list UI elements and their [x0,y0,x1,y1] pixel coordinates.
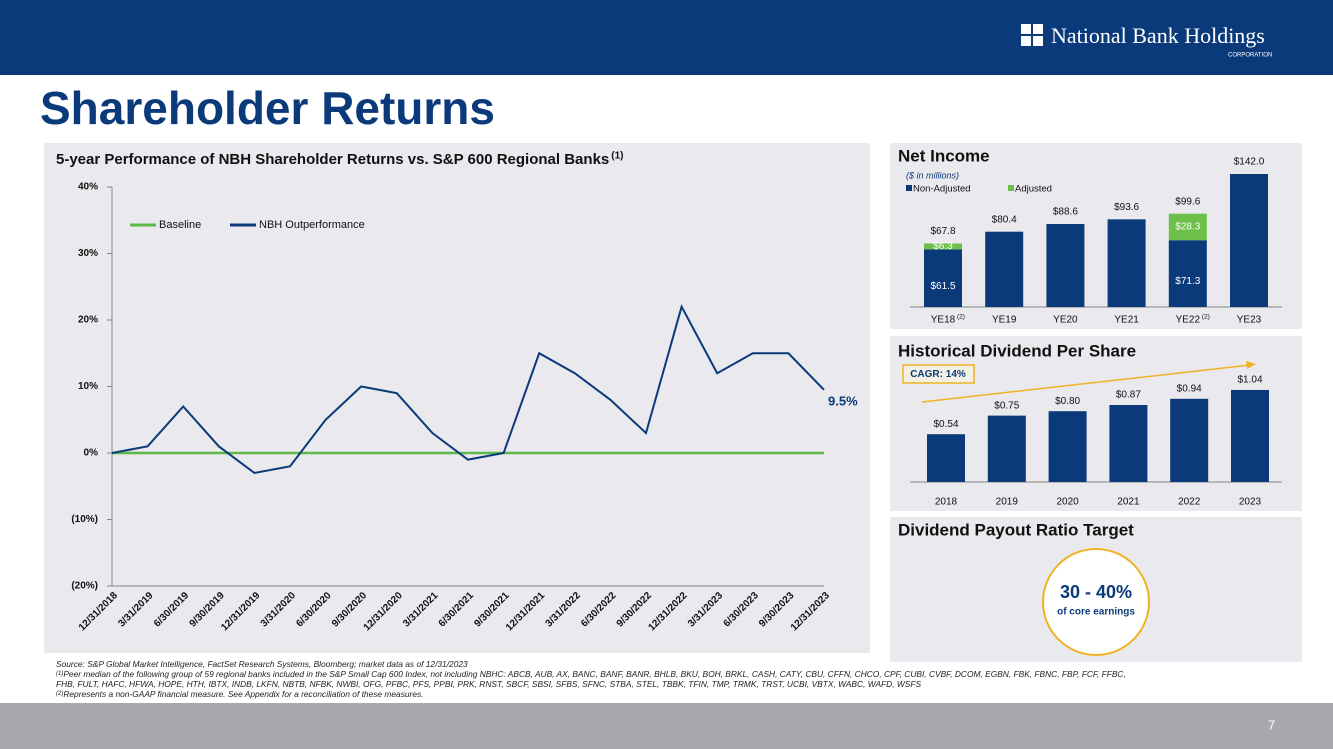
value-label: $0.87 [1116,390,1141,401]
x-tick-label: YE21 [1114,315,1139,326]
panel-title: Historical Dividend Per Share [898,341,1136,360]
x-tick-label: 2018 [935,497,958,508]
bar [987,415,1026,482]
legend-swatch [906,185,912,191]
value-label: $142.0 [1234,157,1265,168]
bar [927,434,965,482]
page-number: 7 [1268,717,1275,732]
bar [1231,389,1269,482]
x-tick-label: YE20 [1053,315,1078,326]
y-tick-label: (20%) [71,581,98,592]
bar-segment [985,231,1024,307]
legend-label: Baseline [159,219,201,231]
panel [44,143,870,653]
value-label: $6.3 [933,241,953,252]
bar-segment [1046,224,1085,307]
footnote: (1)Peer median of the following group of… [56,669,1146,689]
y-tick-label: (10%) [71,514,98,525]
bar [1109,405,1148,482]
series-line [111,304,825,475]
legend-label: Adjusted [1015,184,1052,195]
logo-icon [1021,24,1043,46]
slide-title: Shareholder Returns [40,82,495,134]
payout-caption: of core earnings [1057,607,1135,618]
category-note: (2) [957,314,965,321]
footnote-text: Source: S&P Global Market Intelligence, … [56,659,468,669]
x-tick-label: 2023 [1239,497,1262,508]
bar-segment [1107,219,1146,307]
x-tick-label: 2019 [996,497,1019,508]
bar-segment [924,243,962,250]
payout-circle [1042,548,1150,656]
value-label: $0.80 [1055,396,1080,407]
bar-segment [1168,213,1207,241]
legend-swatch [1008,185,1014,191]
value-label: $71.3 [1175,276,1200,287]
panel-title: Dividend Payout Ratio Target [898,520,1134,539]
y-tick-label: 10% [78,381,98,392]
value-label: $28.3 [1175,222,1200,233]
x-tick-label: 2021 [1117,497,1140,508]
legend-label: Non-Adjusted [913,184,971,195]
arrow-head [1246,361,1256,369]
payout-value: 30 - 40% [1060,582,1132,602]
y-tick-label: 40% [78,182,98,193]
end-label: 9.5% [828,393,858,408]
footnote-text: Represents a non-GAAP financial measure.… [63,689,424,699]
footnote: (2)Represents a non-GAAP financial measu… [56,689,1146,699]
chart-title: 5-year Performance of NBH Shareholder Re… [56,151,609,168]
bar [1048,411,1087,482]
bar [1170,398,1209,482]
title-note: (1) [611,151,623,162]
value-label: $0.54 [933,419,958,430]
x-tick-label: YE18 [931,315,956,326]
value-label: $61.5 [930,281,955,292]
bar-segment [1168,240,1207,307]
value-label: $0.75 [994,400,1019,411]
cagr-label: CAGR: 14% [910,369,966,380]
category-note: (2) [1202,314,1210,321]
y-tick-label: 20% [78,315,98,326]
legend-label: NBH Outperformance [259,219,365,231]
subtitle: ($ in millions) [906,170,959,180]
x-tick-label: YE23 [1237,315,1262,326]
x-tick-label: 2020 [1056,497,1079,508]
header-band [0,0,1333,75]
bar-segment [1230,173,1268,307]
value-label: $0.94 [1177,383,1202,394]
y-tick-label: 0% [84,448,99,459]
trend-arrow [921,364,1251,403]
value-label: $80.4 [992,214,1017,225]
value-label: $1.04 [1237,375,1262,386]
logo-sub: CORPORATION [1228,53,1272,59]
y-tick-label: 30% [78,248,98,259]
footnotes: Source: S&P Global Market Intelligence, … [56,659,1146,699]
value-label: $88.6 [1053,207,1078,218]
footer-band [0,703,1333,749]
panel-title: Net Income [898,146,990,165]
cagr-box [902,364,975,384]
footnote-mark: (1) [56,671,64,677]
logo-text: National Bank Holdings [1051,23,1265,48]
x-tick-label: YE19 [992,315,1017,326]
total-label: $67.8 [930,226,955,237]
footnote-mark: (2) [56,691,64,697]
footnote: Source: S&P Global Market Intelligence, … [56,659,1146,669]
total-label: $99.6 [1175,196,1200,207]
bar-segment [924,249,962,307]
value-label: $93.6 [1114,202,1139,213]
footnote-text: Peer median of the following group of 59… [56,669,1126,689]
x-tick-label: 2022 [1178,497,1201,508]
x-tick-label: YE22 [1176,315,1201,326]
